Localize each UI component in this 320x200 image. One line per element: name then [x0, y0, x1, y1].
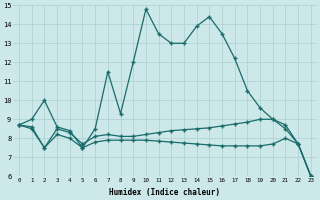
X-axis label: Humidex (Indice chaleur): Humidex (Indice chaleur) [109, 188, 220, 197]
